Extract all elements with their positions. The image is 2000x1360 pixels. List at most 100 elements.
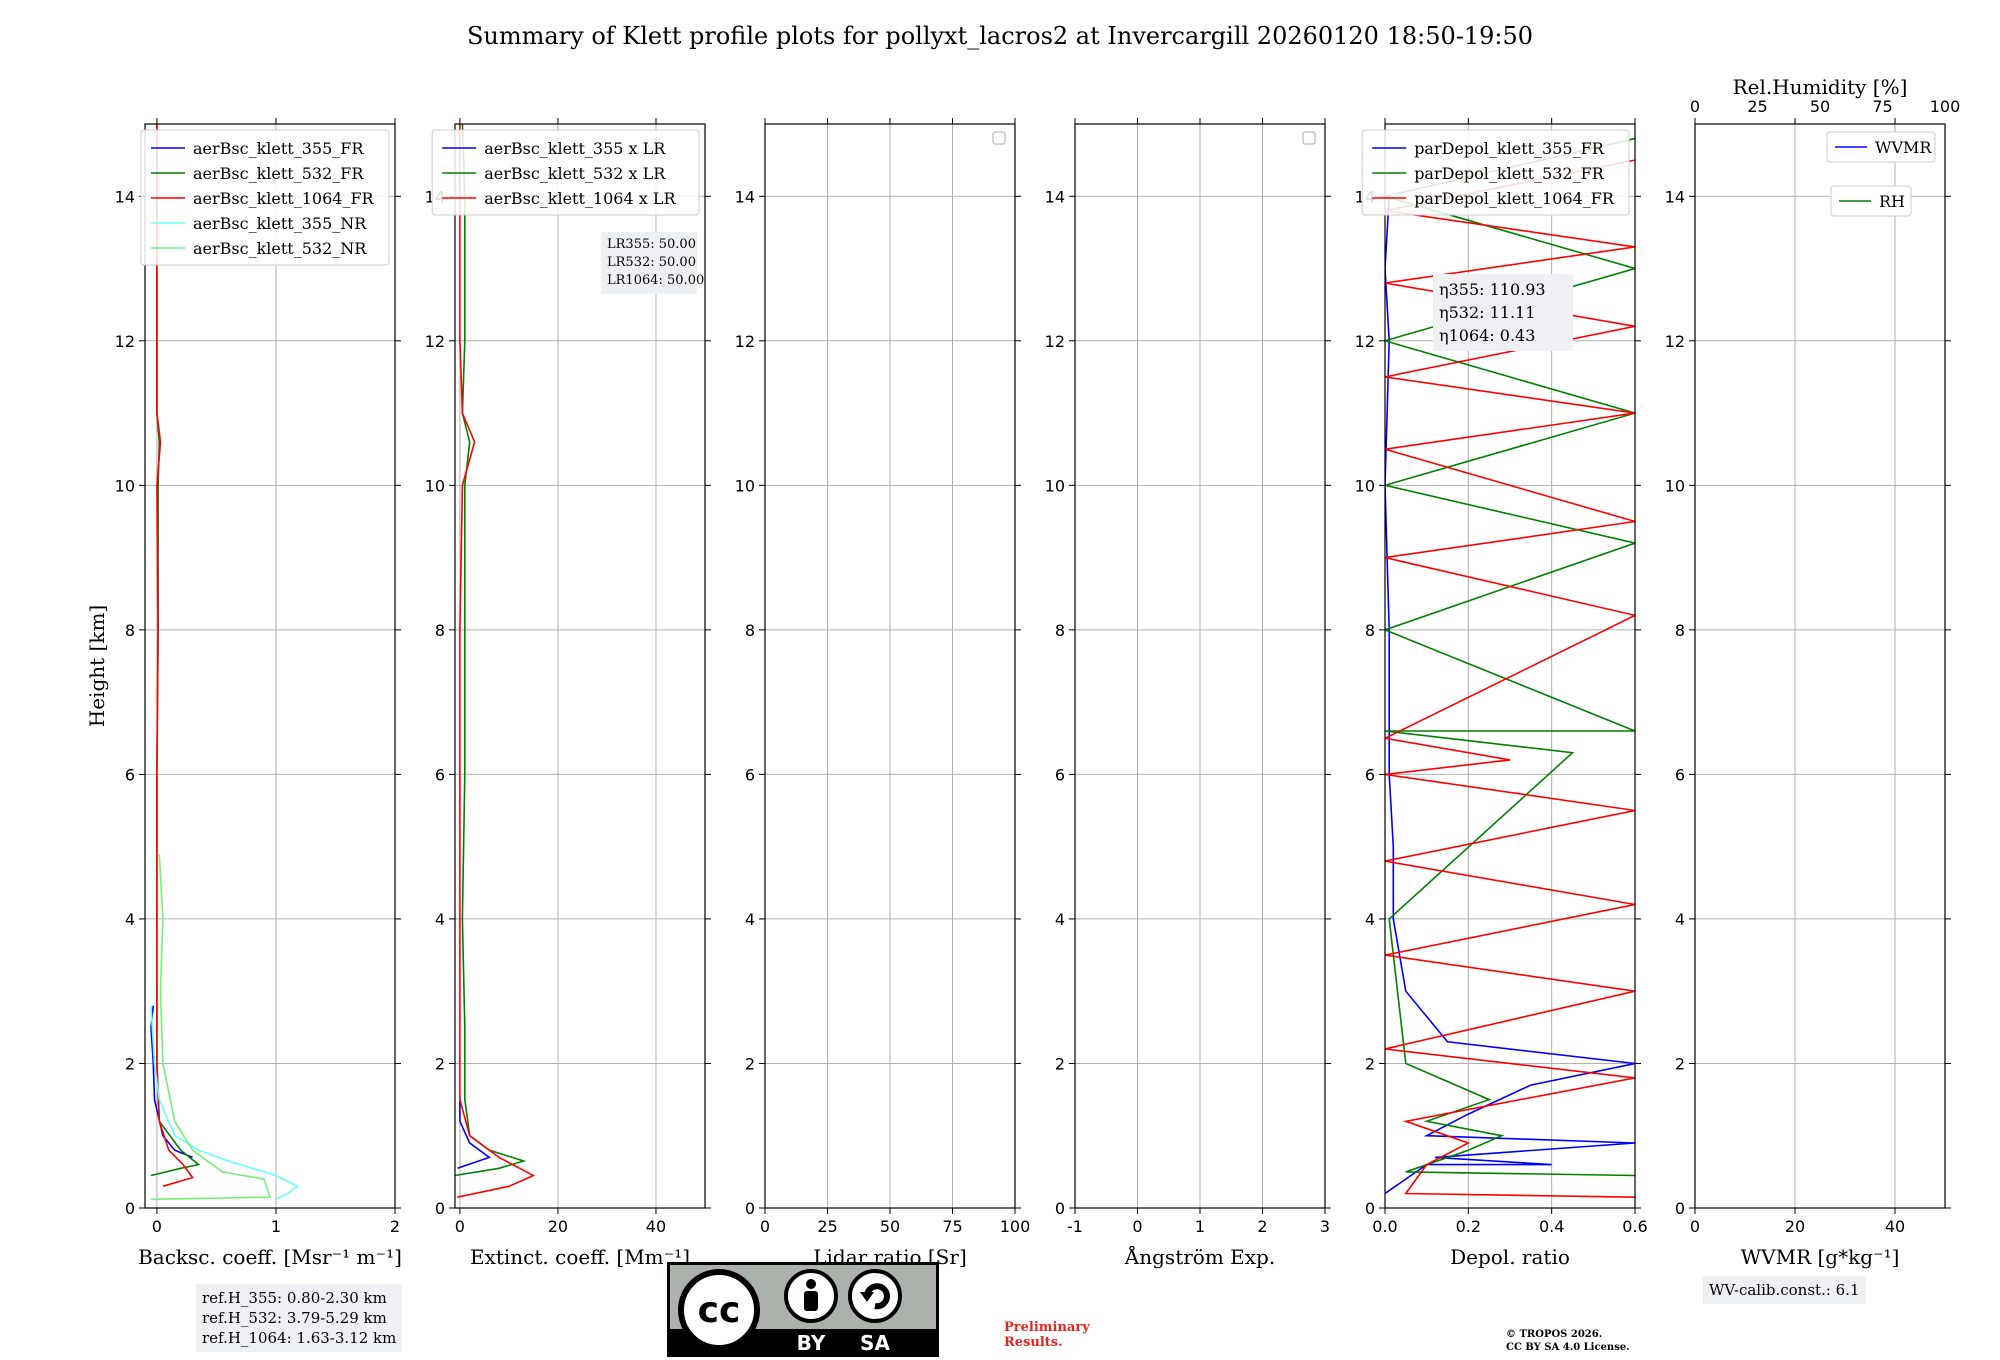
- series-line-aerBsc_klett_1064 x LR: [457, 124, 536, 1198]
- annotation-text: LR355: 50.00: [607, 237, 696, 252]
- sa-arrow-arc: [864, 1283, 890, 1310]
- y-tick-label: 2: [1365, 1054, 1375, 1073]
- legend-label: parDepol_klett_1064_FR: [1414, 189, 1615, 208]
- y-tick-label: 4: [125, 910, 135, 929]
- x-tick-label: 1: [1195, 1217, 1205, 1236]
- wv-calib-box: WV-calib.const.: 6.1: [1703, 1276, 1866, 1304]
- y-tick-label: 10: [425, 476, 445, 495]
- x-tick-label: 2: [390, 1217, 400, 1236]
- y-tick-label: 14: [735, 187, 755, 206]
- y-tick-label: 2: [1675, 1054, 1685, 1073]
- y-tick-label: 12: [115, 332, 135, 351]
- x-tick-label: 0: [455, 1217, 465, 1236]
- reference-heights-box: ref.H_355: 0.80-2.30 km ref.H_532: 3.79-…: [196, 1284, 403, 1352]
- series-group: [150, 124, 299, 1201]
- cc-logo-text: cc: [698, 1290, 741, 1331]
- y-tick-label: 8: [1365, 621, 1375, 640]
- legend-label: parDepol_klett_532_FR: [1414, 164, 1605, 183]
- x-tick-label: 20: [1785, 1217, 1805, 1236]
- ref-height-532: ref.H_532: 3.79-5.29 km: [202, 1309, 387, 1327]
- legend-label: aerBsc_klett_532_FR: [193, 164, 364, 183]
- y-tick-label: 8: [745, 621, 755, 640]
- legend-box: [431, 129, 700, 216]
- y-tick-label: 6: [745, 765, 755, 784]
- copyright-line-1: © TROPOS 2026.: [1506, 1329, 1603, 1340]
- y-tick-label: 12: [1045, 332, 1065, 351]
- cc-license-badge: cc BY SA: [667, 1262, 939, 1357]
- y-tick-label: 8: [1055, 621, 1065, 640]
- x-axis-label: Depol. ratio: [1450, 1245, 1570, 1269]
- annotation-text: LR1064: 50.00: [607, 273, 704, 288]
- legend-box: [1826, 131, 1936, 163]
- x-tick-label: 0: [152, 1217, 162, 1236]
- axes-frame: [454, 123, 706, 1209]
- ref-height-1064: ref.H_1064: 1.63-3.12 km: [202, 1329, 397, 1347]
- y-tick-label: 14: [1665, 187, 1685, 206]
- x-tick-label: 40: [646, 1217, 666, 1236]
- x-tick-label: 50: [880, 1217, 900, 1236]
- x-tick-label: 0: [1132, 1217, 1142, 1236]
- sa-arrow-head: [860, 1292, 874, 1302]
- sa-label: SA: [860, 1331, 890, 1355]
- x-tick-label: 2: [1257, 1217, 1267, 1236]
- y-tick-label: 0: [1675, 1199, 1685, 1218]
- legend-label: aerBsc_klett_1064 x LR: [484, 189, 676, 208]
- x-tick-label: 0.2: [1456, 1217, 1481, 1236]
- y-tick-label: 0: [435, 1199, 445, 1218]
- legend-label: parDepol_klett_355_FR: [1414, 139, 1605, 158]
- x-tick-label: 75: [942, 1217, 962, 1236]
- y-tick-label: 0: [1365, 1199, 1375, 1218]
- copyright-line-2: CC BY SA 4.0 License.: [1506, 1342, 1630, 1353]
- y-tick-label: 12: [1355, 332, 1375, 351]
- y-tick-label: 6: [1675, 765, 1685, 784]
- top-x-axis-label: Rel.Humidity [%]: [1733, 75, 1908, 99]
- y-tick-label: 14: [1045, 187, 1065, 206]
- annotation-text: η1064: 0.43: [1439, 326, 1535, 345]
- y-tick-label: 10: [1665, 476, 1685, 495]
- y-tick-label: 6: [1365, 765, 1375, 784]
- y-tick-label: 0: [125, 1199, 135, 1218]
- top-x-tick-label: 100: [1930, 97, 1961, 116]
- x-tick-label: 20: [548, 1217, 568, 1236]
- top-x-tick-label: 75: [1872, 97, 1892, 116]
- y-tick-label: 12: [735, 332, 755, 351]
- axes-frame: [1384, 123, 1636, 1209]
- y-tick-label: 2: [435, 1054, 445, 1073]
- legend-box: [1361, 129, 1630, 216]
- x-tick-label: 0.6: [1622, 1217, 1647, 1236]
- x-tick-label: 0: [760, 1217, 770, 1236]
- series-line-aerBsc_klett_532 x LR: [455, 124, 527, 1177]
- top-x-tick-label: 50: [1810, 97, 1830, 116]
- preliminary-line-2: Results.: [1004, 1335, 1063, 1350]
- figure-title: Summary of Klett profile plots for polly…: [466, 22, 1534, 50]
- legend-label: aerBsc_klett_355 x LR: [484, 139, 666, 158]
- series-line-aerBsc_klett_355_FR: [150, 1005, 193, 1159]
- x-axis-label: Backsc. coeff. [Msr⁻¹ m⁻¹]: [138, 1245, 402, 1269]
- y-tick-label: 6: [125, 765, 135, 784]
- x-tick-label: -1: [1067, 1217, 1083, 1236]
- ref-height-355: ref.H_355: 0.80-2.30 km: [202, 1289, 387, 1307]
- y-tick-label: 0: [1055, 1199, 1065, 1218]
- annotation-text: η355: 110.93: [1439, 280, 1546, 299]
- wv-calib-text: WV-calib.const.: 6.1: [1709, 1281, 1860, 1299]
- y-tick-label: 8: [1675, 621, 1685, 640]
- series-group: [455, 124, 536, 1198]
- y-tick-label: 2: [1055, 1054, 1065, 1073]
- series-line-parDepol_klett_1064_FR: [1385, 159, 1635, 1198]
- y-tick-label: 6: [435, 765, 445, 784]
- cc-logo-icon: [678, 1269, 760, 1351]
- y-tick-label: 0: [745, 1199, 755, 1218]
- y-tick-label: 4: [1365, 910, 1375, 929]
- x-tick-label: 40: [1885, 1217, 1905, 1236]
- by-label: BY: [797, 1331, 826, 1355]
- series-group: [1385, 137, 1635, 1198]
- panel-wvmr: 0 20 40 0 2 4 6 8 10 12 14 WVMR [g*kg⁻¹] 0 25 50 75 100 R…: [1665, 75, 1961, 1269]
- legend-label: WVMR: [1875, 138, 1932, 157]
- y-tick-label: 4: [1055, 910, 1065, 929]
- legend-label: aerBsc_klett_355_NR: [193, 214, 367, 233]
- x-axis-label: WVMR [g*kg⁻¹]: [1741, 1245, 1900, 1269]
- x-tick-label: 25: [817, 1217, 837, 1236]
- annotation-text: LR532: 50.00: [607, 255, 696, 270]
